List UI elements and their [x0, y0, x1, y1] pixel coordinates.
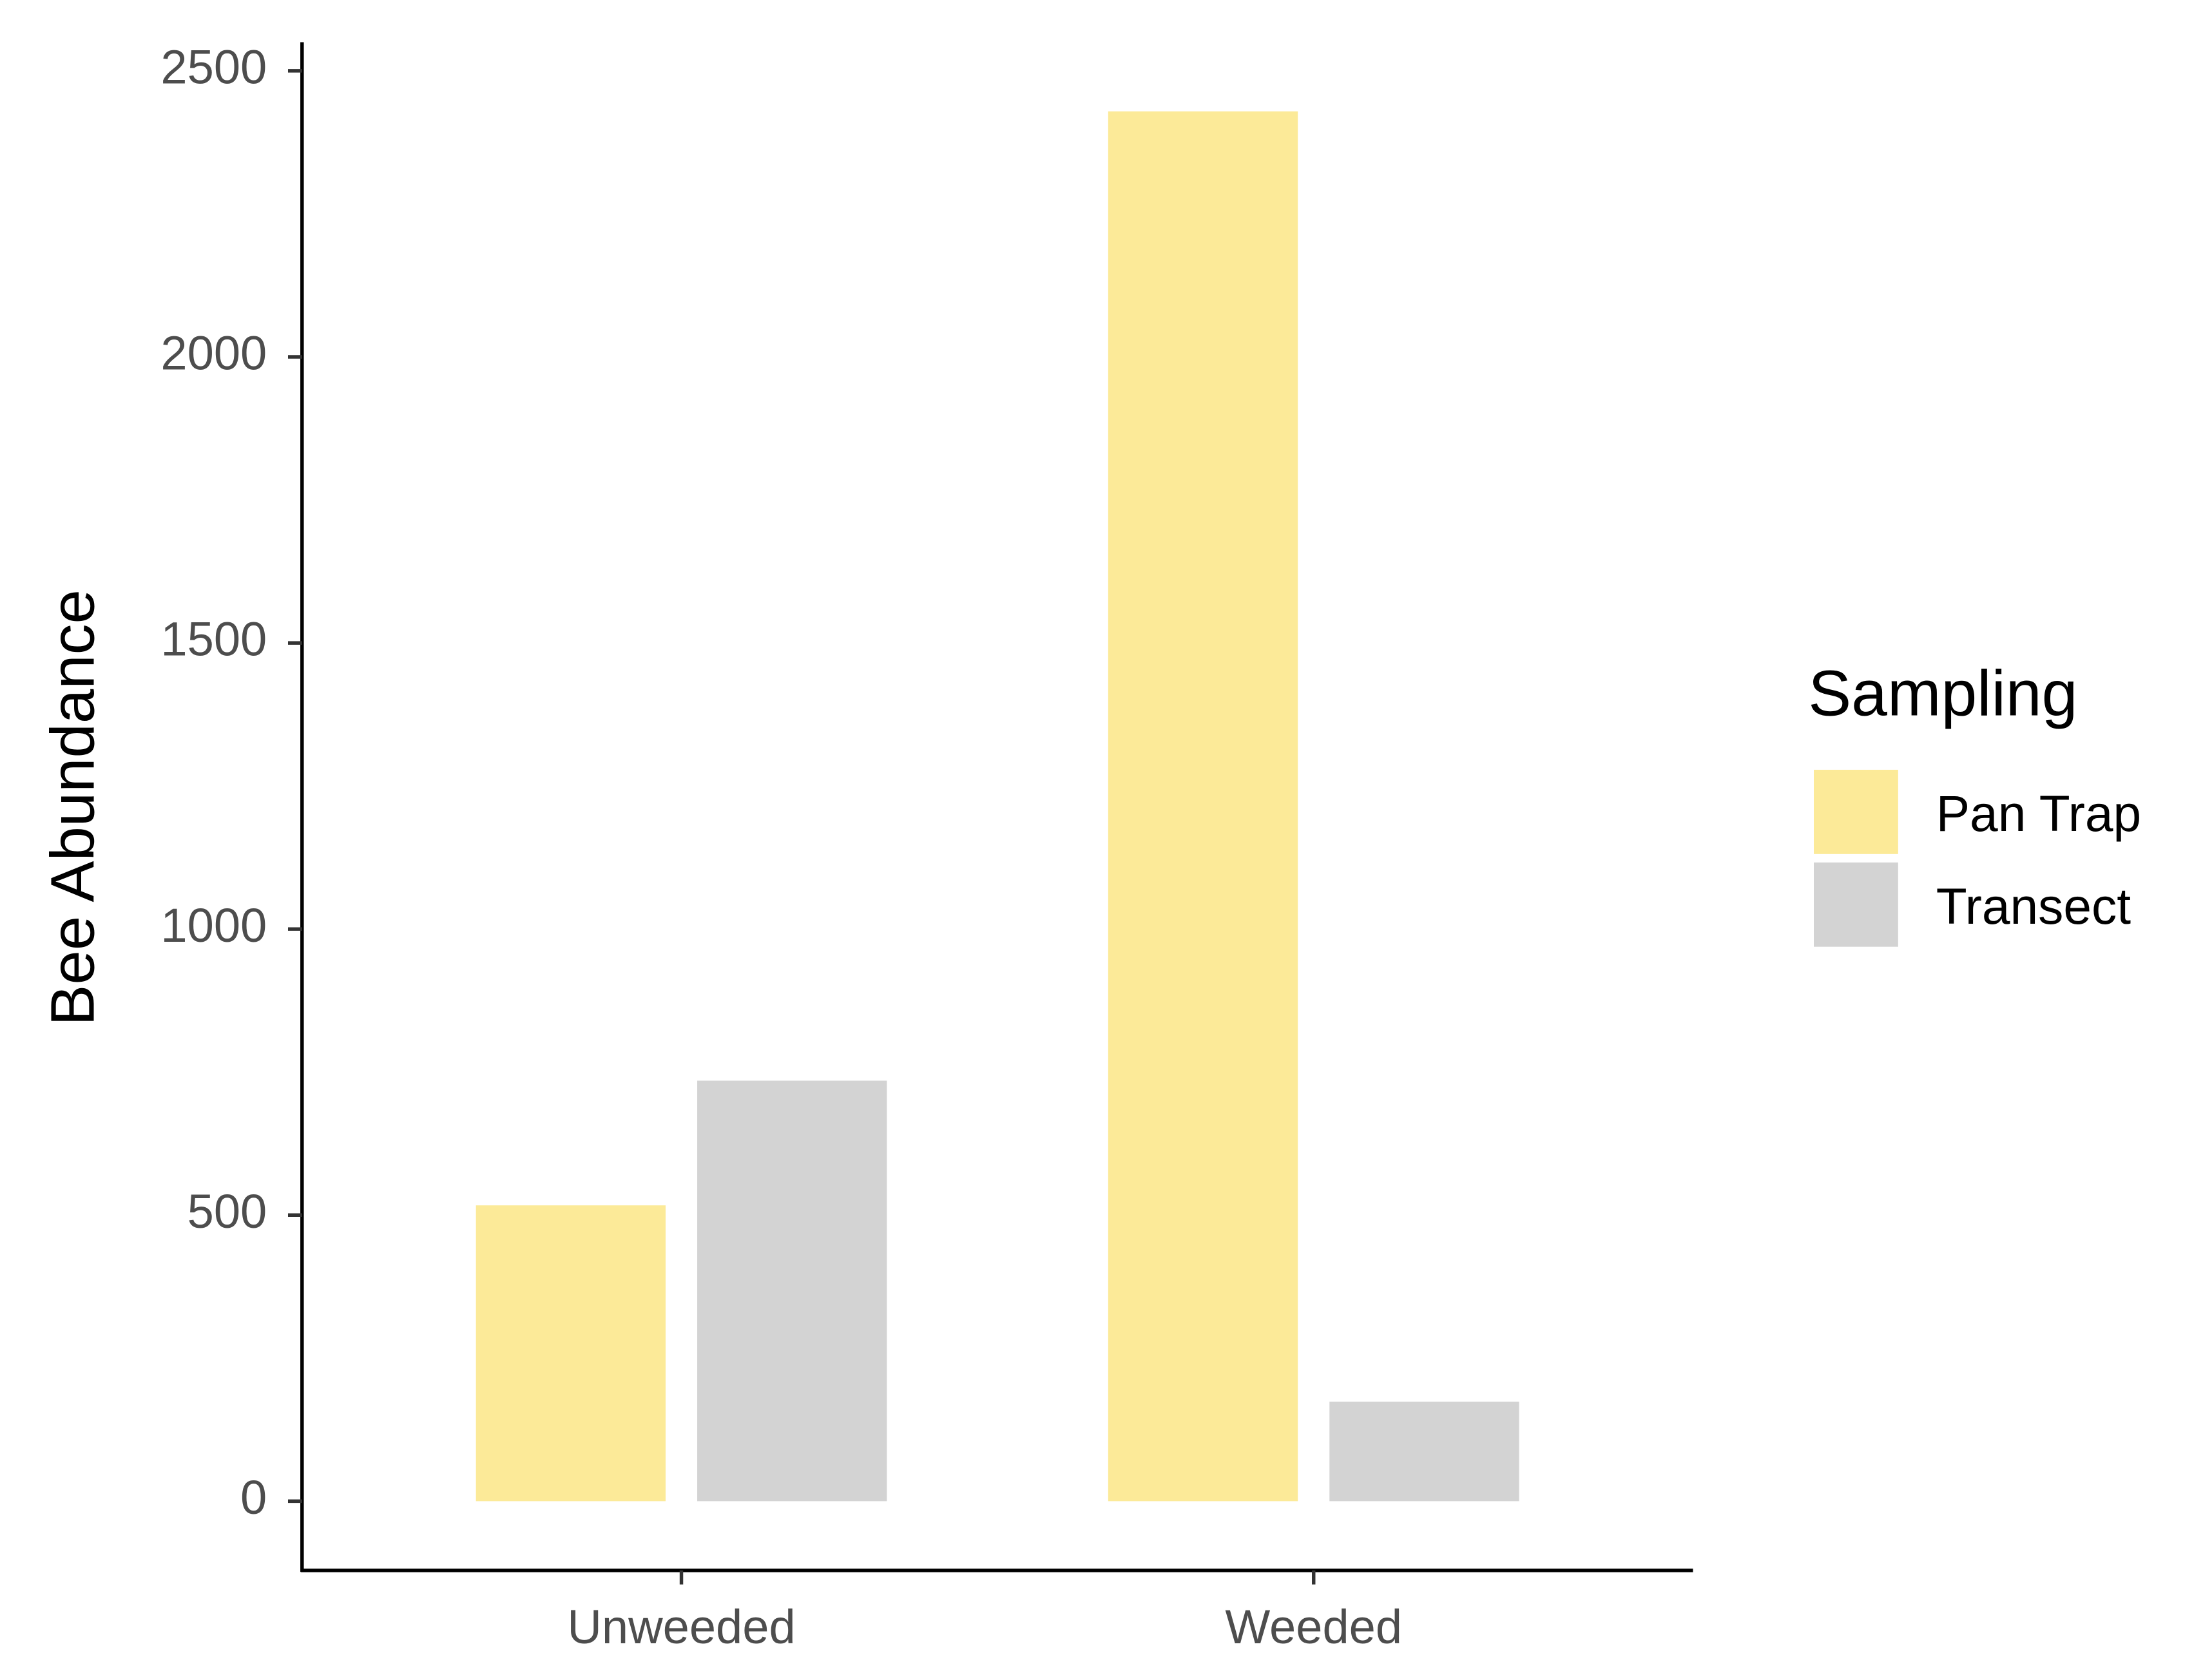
x-tick-label: Weeded [1225, 1600, 1402, 1654]
x-tick-label: Unweeded [567, 1600, 795, 1654]
legend-key [1814, 769, 1898, 854]
bar [1329, 1401, 1519, 1502]
bar [697, 1080, 887, 1502]
y-axis-title: Bee Abundance [38, 589, 107, 1026]
legend-label: Pan Trap [1936, 785, 2142, 842]
y-tick-label: 2000 [160, 327, 267, 380]
legend-key [1814, 862, 1898, 947]
y-tick-label: 0 [240, 1471, 267, 1524]
bar [1108, 111, 1298, 1502]
y-tick-label: 2500 [160, 40, 267, 93]
y-tick-label: 1000 [160, 899, 267, 952]
legend-title: Sampling [1808, 657, 2077, 729]
y-tick-label: 1500 [160, 613, 267, 666]
legend-label: Transect [1936, 878, 2131, 935]
y-tick-label: 500 [188, 1185, 267, 1238]
bar [476, 1205, 666, 1502]
